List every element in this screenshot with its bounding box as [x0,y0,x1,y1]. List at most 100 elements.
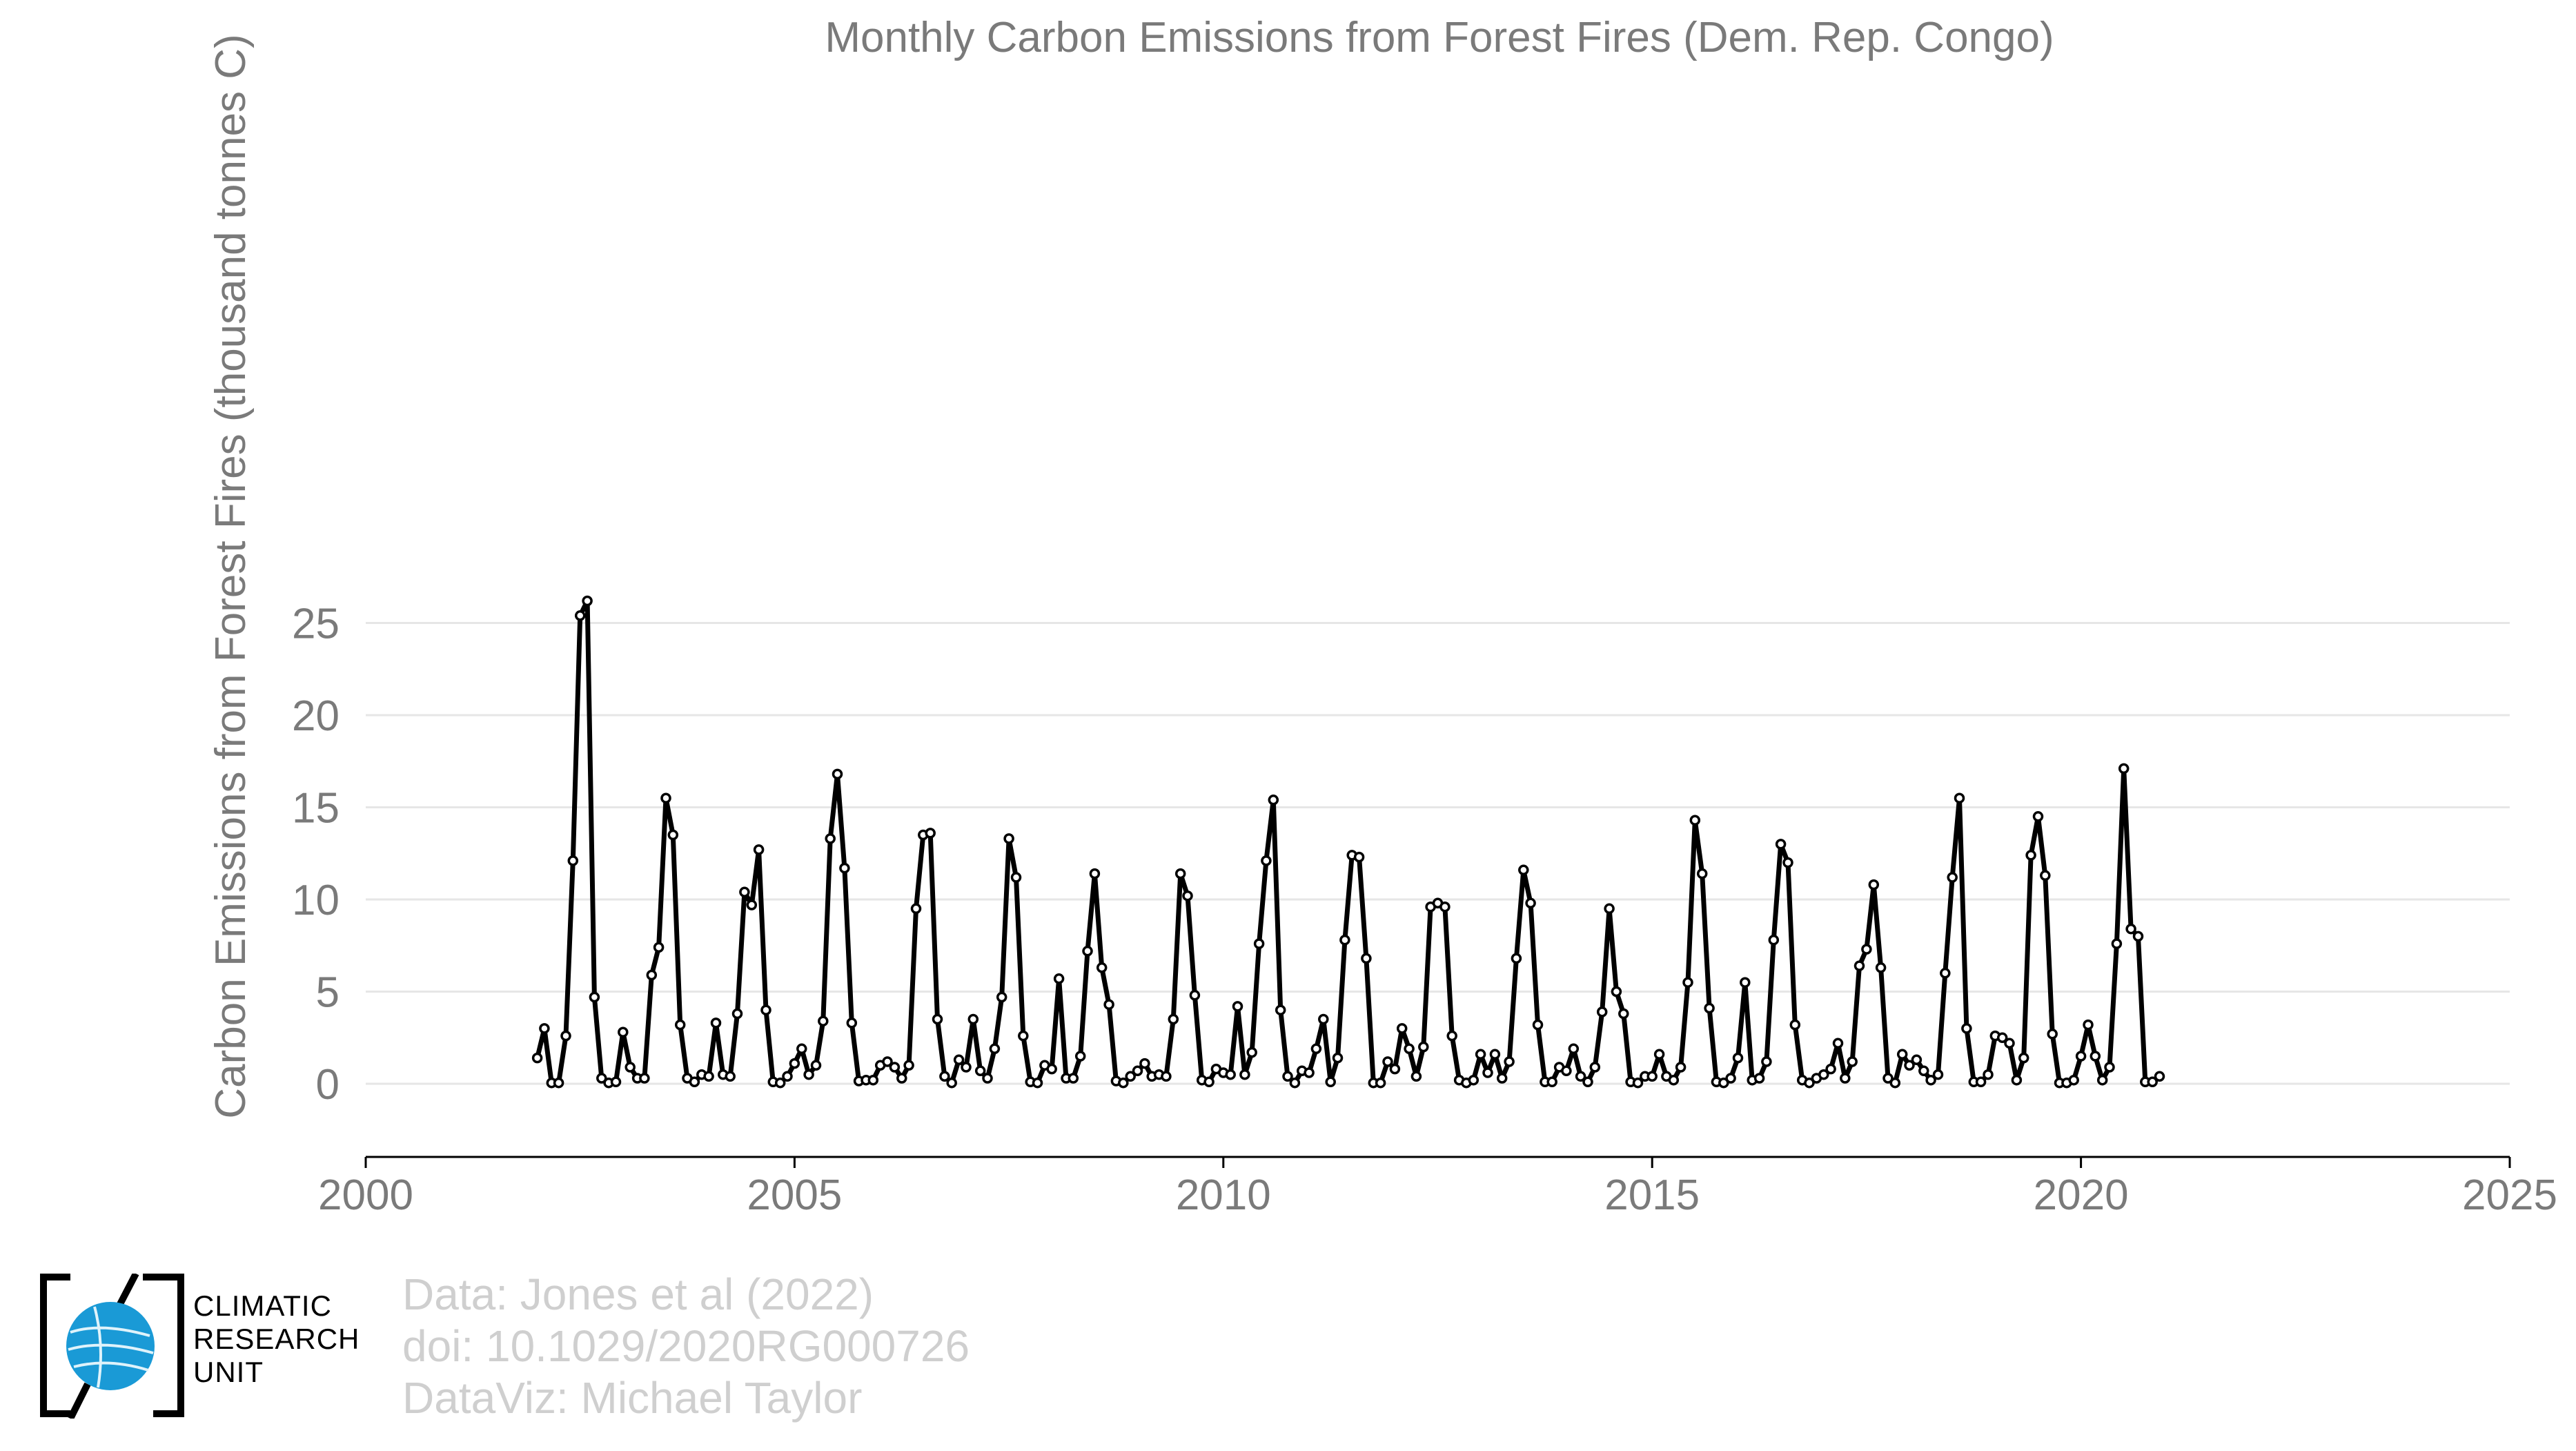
data-point [567,855,579,866]
data-point [1282,1071,1293,1082]
y-tick-label: 25 [292,601,340,648]
data-point [2118,763,2130,775]
data-point [989,1043,1001,1055]
data-point [925,828,936,839]
data-point [1589,1062,1601,1073]
data-point [839,862,850,874]
data-point [1232,1001,1243,1012]
data-point [818,1015,829,1026]
data-point [1475,1049,1486,1060]
data-point [1696,868,1708,879]
data-point [1418,1041,1429,1053]
data-point [1489,1049,1501,1060]
data-point [1854,960,1865,971]
data-point [1882,1073,1894,1084]
credit-dataviz: DataViz: Michael Taylor [402,1373,863,1423]
logo-line-2: RESEARCH [193,1323,360,1355]
data-point [710,1017,722,1029]
data-point [1239,1069,1250,1080]
data-point [1689,815,1701,826]
data-point [739,886,750,898]
data-point [2011,1074,2023,1086]
data-point [674,1019,686,1031]
data-point [1975,1076,1987,1088]
data-point [953,1054,965,1066]
data-point [1125,1071,1136,1082]
data-point [703,1071,714,1082]
series-line [535,598,2161,1086]
data-point [1804,1077,1815,1089]
data-point [1261,855,1272,866]
data-point [1911,1054,1923,1066]
data-point [1861,944,1872,955]
data-point [1896,1049,1908,1060]
data-point [625,1062,636,1073]
data-point [1789,1019,1801,1031]
data-point [961,1062,972,1073]
data-point [789,1058,800,1069]
data-point [1353,851,1365,863]
data-point [1940,968,1951,979]
y-tick-label: 10 [292,877,340,924]
data-point [1725,1073,1736,1084]
data-point [667,829,679,841]
y-tick-label: 20 [292,692,340,740]
x-tick-label: 2020 [2034,1171,2129,1219]
data-point [832,768,843,780]
data-point [1632,1077,1644,1089]
data-point [825,833,836,844]
data-point [803,1069,814,1080]
data-point [1103,999,1114,1010]
data-point [1089,868,1101,879]
data-point [1375,1077,1386,1089]
gridlines [366,622,2510,1085]
data-point [1568,1043,1580,1055]
data-point [1289,1077,1301,1089]
data-point [1275,1004,1286,1015]
data-point [531,1052,543,1064]
data-point [725,1071,736,1082]
data-point [1561,1065,1572,1077]
data-point [1053,973,1065,984]
data-point [796,1043,807,1055]
data-point [1003,833,1014,844]
data-point [1932,1069,1944,1080]
data-point [1718,1077,1729,1089]
data-point [560,1030,571,1042]
data-point [689,1076,700,1088]
data-point [660,792,671,804]
data-point [2154,1071,2165,1082]
data-point [910,903,922,915]
data-point [1361,953,1372,964]
data-point [974,1065,986,1077]
y-tick-label: 0 [316,1061,340,1109]
data-point [1868,879,1880,890]
logo-line-1: CLIMATIC [193,1289,332,1322]
logo-frame [40,1274,184,1417]
data-point [618,1026,629,1038]
data-point [1983,1069,1994,1080]
data-point [1182,890,1193,902]
data-point [1468,1074,1479,1086]
data-point [589,991,600,1003]
data-point [1954,792,1965,804]
data-point [731,1008,743,1020]
data-point [1775,839,1787,850]
data-point [1132,1065,1143,1077]
data-point [746,899,758,910]
data-point [582,595,593,607]
data-point [1096,962,1108,973]
data-point [596,1073,607,1084]
cru-logo [39,1272,191,1422]
data-point [1511,953,1522,964]
data-point [1753,1073,1765,1084]
data-point [1139,1058,1150,1069]
data-point [946,1077,957,1089]
data-point [1832,1038,1844,1049]
data-point [1653,1049,1665,1060]
data-point [1575,1071,1586,1082]
data-point [1482,1067,1493,1078]
data-point [1253,938,1265,949]
data-point [2132,931,2144,942]
